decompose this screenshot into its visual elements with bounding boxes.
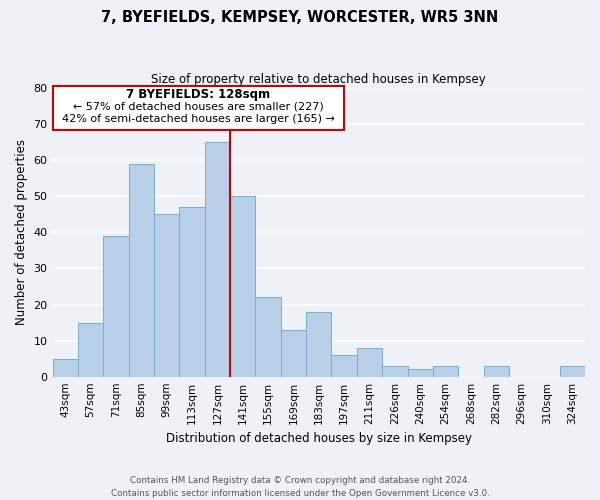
Text: 7, BYEFIELDS, KEMPSEY, WORCESTER, WR5 3NN: 7, BYEFIELDS, KEMPSEY, WORCESTER, WR5 3N…	[101, 10, 499, 25]
Bar	[331, 355, 357, 376]
Bar	[306, 312, 331, 376]
Bar	[78, 322, 103, 376]
Title: Size of property relative to detached houses in Kempsey: Size of property relative to detached ho…	[151, 72, 486, 86]
Bar	[128, 164, 154, 376]
Bar	[256, 298, 281, 376]
Bar	[281, 330, 306, 376]
Text: 7 BYEFIELDS: 128sqm: 7 BYEFIELDS: 128sqm	[126, 88, 271, 101]
Bar	[205, 142, 230, 376]
Bar	[407, 370, 433, 376]
X-axis label: Distribution of detached houses by size in Kempsey: Distribution of detached houses by size …	[166, 432, 472, 445]
FancyBboxPatch shape	[53, 86, 344, 130]
Bar	[382, 366, 407, 376]
Text: 42% of semi-detached houses are larger (165) →: 42% of semi-detached houses are larger (…	[62, 114, 335, 124]
Bar	[103, 236, 128, 376]
Text: ← 57% of detached houses are smaller (227): ← 57% of detached houses are smaller (22…	[73, 102, 324, 112]
Bar	[433, 366, 458, 376]
Bar	[179, 207, 205, 376]
Bar	[230, 196, 256, 376]
Bar	[53, 358, 78, 376]
Bar	[484, 366, 509, 376]
Bar	[154, 214, 179, 376]
Text: Contains HM Land Registry data © Crown copyright and database right 2024.
Contai: Contains HM Land Registry data © Crown c…	[110, 476, 490, 498]
Y-axis label: Number of detached properties: Number of detached properties	[15, 140, 28, 326]
Bar	[560, 366, 585, 376]
Bar	[357, 348, 382, 376]
